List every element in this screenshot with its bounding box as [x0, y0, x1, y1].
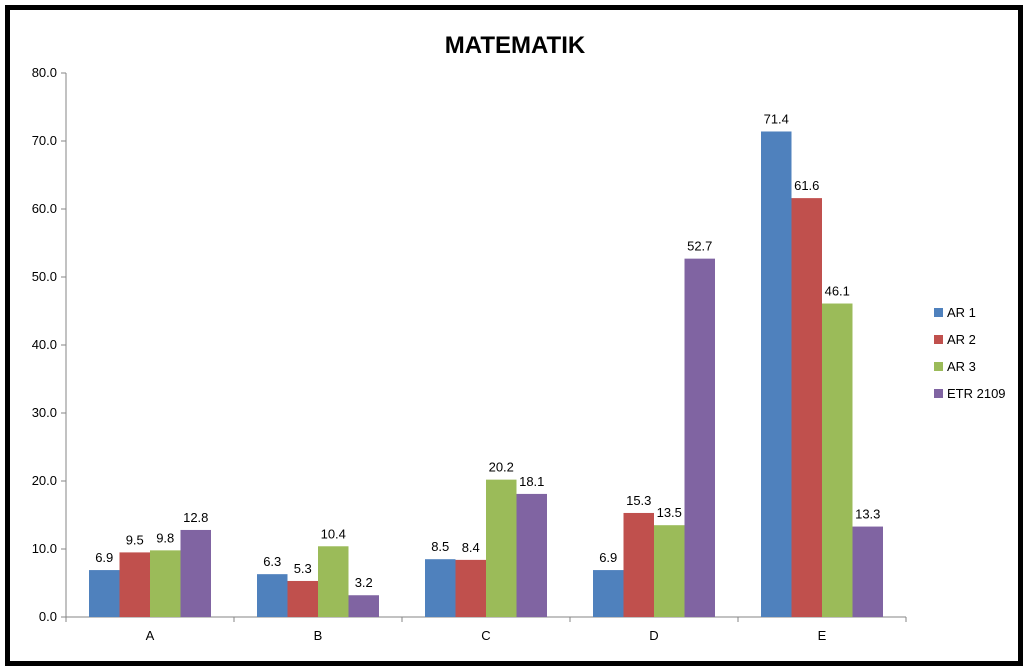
bar-chart: MATEMATIK 0.0 10.0 20.0 30.0 40.0 50.0 60.0 70.… [32, 32, 1006, 643]
y-tick-label: 60.0 [32, 201, 57, 216]
y-tick-label: 70.0 [32, 133, 57, 148]
y-tick-label: 10.0 [32, 541, 57, 556]
y-tick-label: 0.0 [39, 609, 57, 624]
legend-label: AR 1 [947, 305, 976, 320]
bar [822, 303, 853, 617]
bar [318, 546, 349, 617]
data-label: 8.5 [431, 539, 449, 554]
bar [486, 479, 517, 617]
data-label: 9.5 [126, 532, 144, 547]
data-label: 9.8 [156, 530, 174, 545]
x-tick-label: D [649, 628, 658, 643]
y-tick-label: 50.0 [32, 269, 57, 284]
chart-bars [89, 131, 883, 617]
data-label: 52.7 [687, 239, 712, 254]
chart-title: MATEMATIK [445, 32, 586, 59]
bar [684, 258, 715, 617]
bar [89, 570, 120, 617]
data-label: 12.8 [183, 510, 208, 525]
y-tick-label: 20.0 [32, 473, 57, 488]
y-tick-label: 30.0 [32, 405, 57, 420]
bar [623, 512, 654, 617]
data-label: 6.9 [95, 550, 113, 565]
x-tick-label: B [314, 628, 323, 643]
bar [180, 529, 211, 617]
bar [761, 131, 792, 617]
chart-frame: MATEMATIK 0.0 10.0 20.0 30.0 40.0 50.0 60.0 70.… [5, 5, 1023, 666]
bar [791, 198, 822, 617]
data-label: 61.6 [794, 178, 819, 193]
data-label: 5.3 [294, 561, 312, 576]
data-label: 10.4 [321, 526, 346, 541]
data-label: 6.9 [599, 550, 617, 565]
legend-label: ETR 2109 [947, 386, 1006, 401]
bar [455, 559, 486, 617]
bar [425, 559, 456, 617]
bar [852, 526, 883, 617]
data-label: 18.1 [519, 474, 544, 489]
y-tick-label: 80.0 [32, 65, 57, 80]
legend-swatch [934, 362, 943, 371]
x-tick-label: A [146, 628, 155, 643]
data-label: 8.4 [462, 540, 480, 555]
data-label: 3.2 [355, 575, 373, 590]
data-label: 71.4 [764, 111, 789, 126]
bar [150, 550, 181, 617]
data-label: 46.1 [825, 284, 850, 299]
data-label: 15.3 [626, 493, 651, 508]
bar [593, 570, 624, 617]
bar [516, 493, 547, 617]
bar [654, 525, 685, 617]
data-label: 6.3 [263, 554, 281, 569]
chart-data-labels: 6.9 6.3 8.5 6.9 71.4 9.5 5.3 8.4 15.3 61.6 9.8 10.4… [95, 111, 880, 590]
bar [287, 580, 318, 617]
x-tick-label: C [481, 628, 490, 643]
bar [348, 595, 379, 617]
data-label: 13.5 [657, 505, 682, 520]
legend-swatch [934, 389, 943, 398]
x-tick-label: E [818, 628, 827, 643]
legend-swatch [934, 308, 943, 317]
y-tick-label: 40.0 [32, 337, 57, 352]
chart-legend: AR 1 AR 2 AR 3 ETR 2109 [934, 305, 1006, 401]
bar [119, 552, 150, 617]
data-label: 13.3 [855, 507, 880, 522]
data-label: 20.2 [489, 460, 514, 475]
bar [257, 574, 288, 617]
legend-swatch [934, 335, 943, 344]
legend-label: AR 3 [947, 359, 976, 374]
legend-label: AR 2 [947, 332, 976, 347]
